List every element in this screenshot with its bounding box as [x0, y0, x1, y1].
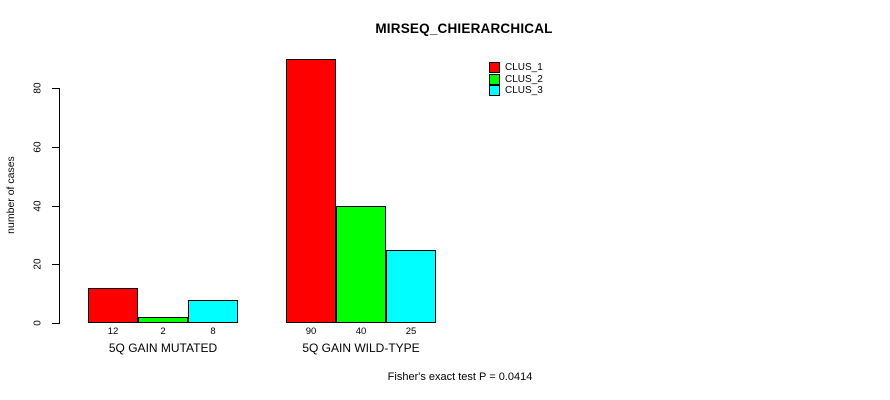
y-axis-tick-label-text: 60: [32, 141, 44, 153]
fisher-test-annotation: Fisher's exact test P = 0.0414: [387, 371, 533, 383]
legend-swatch-clus_1: [489, 62, 500, 74]
y-axis-tick: [52, 88, 59, 89]
y-axis-tick: [52, 264, 59, 266]
legend-item: CLUS_1: [489, 62, 543, 74]
bar-value-label: 25: [405, 326, 417, 337]
y-axis-tick-label-text: 40: [32, 199, 44, 212]
bar-value-label: 8: [210, 326, 216, 337]
y-axis-line: [59, 88, 60, 324]
chart-title: MIRSEQ_CHIERARCHICAL: [375, 21, 553, 36]
category-label-1: 5Q GAIN MUTATED: [108, 341, 218, 355]
legend-item: CLUS_3: [489, 85, 543, 97]
y-axis-tick-label-text: 80: [32, 82, 44, 94]
bar-clus_3-group2: [386, 249, 436, 323]
legend-label: CLUS_3: [505, 85, 543, 96]
y-axis-tick: [52, 146, 59, 148]
y-axis-tick: [52, 205, 59, 207]
bar-clus_2-group2: [336, 205, 386, 323]
category-label-2: 5Q GAIN WILD-TYPE: [302, 341, 420, 355]
bar-value-label: 40: [355, 326, 367, 337]
bar-clus_2-group1: [138, 317, 188, 323]
y-axis-tick: [52, 323, 59, 324]
bar-value-label: 12: [107, 326, 119, 337]
y-axis-title-text: number of cases: [5, 156, 17, 234]
bar-value-label: 2: [160, 326, 166, 337]
legend: CLUS_1 CLUS_2 CLUS_3: [489, 62, 543, 97]
bar-clus_3-group1: [188, 299, 238, 323]
legend-swatch-clus_2: [489, 73, 500, 85]
y-axis-tick-label-text: 0: [32, 320, 44, 326]
legend-swatch-clus_3: [489, 85, 500, 97]
bar-value-label: 90: [305, 326, 317, 337]
legend-label: CLUS_2: [505, 73, 543, 85]
bar-clus_1-group2: [286, 58, 336, 323]
bar-clus_1-group1: [88, 287, 138, 323]
legend-label: CLUS_1: [505, 62, 543, 73]
y-axis-tick-label-text: 20: [32, 258, 44, 270]
legend-item: CLUS_2: [489, 74, 543, 86]
